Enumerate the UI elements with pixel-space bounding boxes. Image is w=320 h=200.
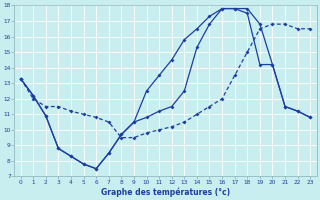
X-axis label: Graphe des températures (°c): Graphe des températures (°c) xyxy=(101,187,230,197)
